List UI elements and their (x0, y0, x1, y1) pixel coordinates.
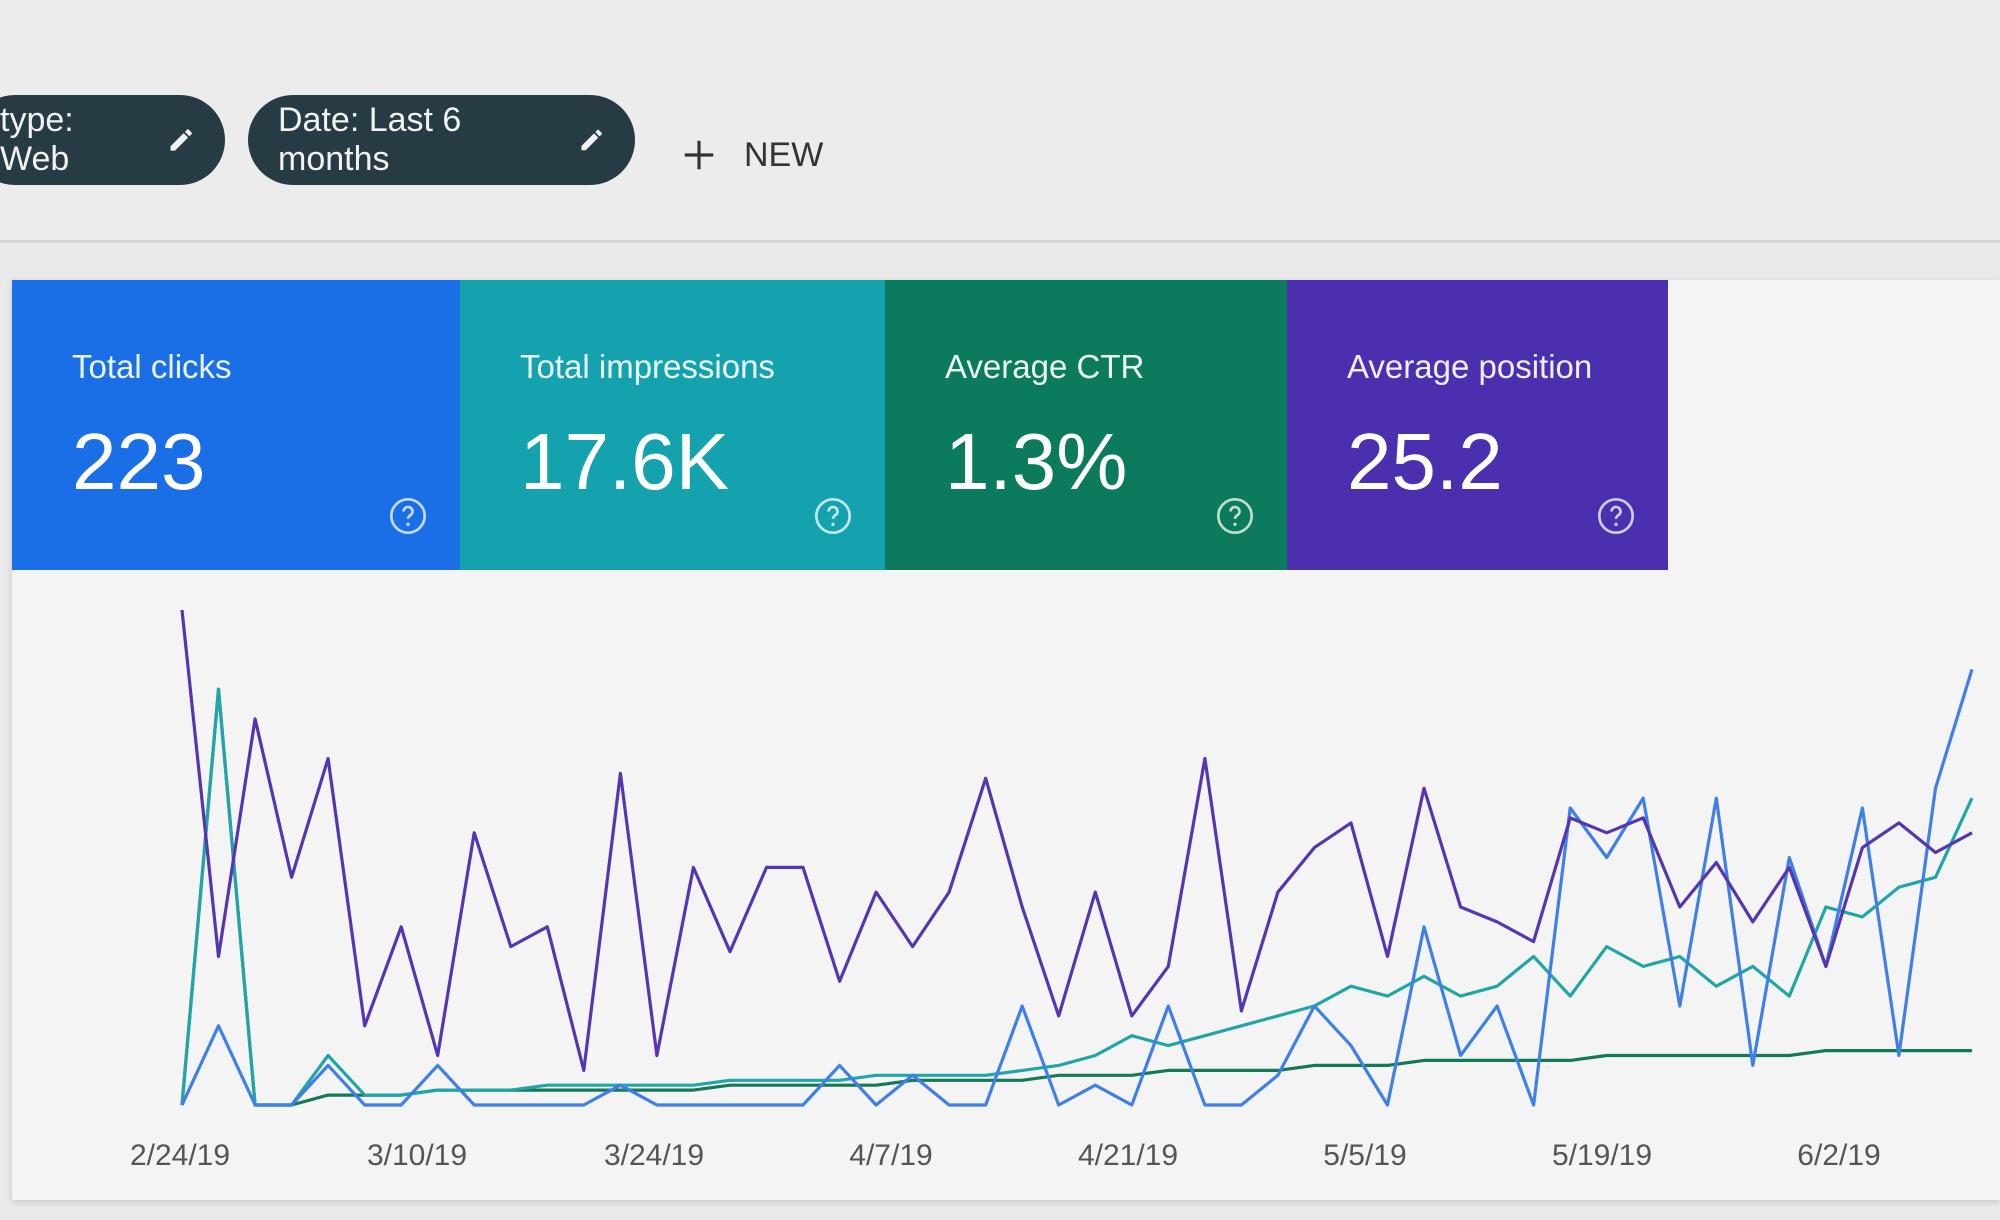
filter-bar: type: Web Date: Last 6 months NEW (0, 0, 2000, 243)
chip-label: Date: Last 6 months (278, 101, 462, 178)
performance-panel: Total clicks 223 Total impressions 17.6K Ave… (12, 280, 2000, 1200)
metric-card[interactable]: Total impressions 17.6K (460, 280, 885, 570)
new-filter-button[interactable]: NEW (680, 120, 823, 190)
x-tick-label: 4/7/19 (849, 1139, 932, 1172)
help-icon[interactable] (813, 496, 853, 536)
help-icon[interactable] (388, 496, 428, 536)
x-tick-label: 5/19/19 (1552, 1139, 1652, 1172)
series-line (180, 609, 1973, 1072)
series-line (180, 687, 1974, 1107)
chip-label: type: Web (0, 101, 74, 178)
metric-card[interactable]: Average position 25.2 (1287, 280, 1668, 570)
metric-label: Total clicks (72, 348, 232, 385)
filter-chip[interactable]: Date: Last 6 months (248, 95, 635, 185)
help-icon[interactable] (1596, 496, 1636, 536)
metric-value: 223 (72, 417, 206, 506)
metric-card[interactable]: Total clicks 223 (12, 280, 460, 570)
metric-label: Average CTR (945, 348, 1145, 385)
x-tick-label: 5/5/19 (1323, 1139, 1406, 1172)
metric-label: Total impressions (520, 348, 775, 385)
metric-value: 1.3% (945, 417, 1128, 506)
metric-value: 25.2 (1347, 417, 1503, 506)
metric-label: Average position (1347, 348, 1593, 385)
series-line (180, 668, 1974, 1107)
x-tick-label: 4/21/19 (1078, 1139, 1178, 1172)
series-line (180, 687, 1972, 1107)
help-icon[interactable] (1215, 496, 1255, 536)
edit-icon (170, 129, 192, 151)
x-tick-label: 2/24/19 (130, 1139, 230, 1172)
plus-icon (684, 140, 714, 170)
metric-value: 17.6K (520, 417, 730, 506)
x-tick-label: 3/10/19 (367, 1139, 467, 1172)
performance-chart: 2/24/19 3/10/19 3/24/19 4/7/19 4/21/19 5/5/19… (130, 609, 1974, 1172)
filter-chip[interactable]: type: Web (0, 95, 225, 185)
button-label: NEW (744, 135, 824, 174)
x-tick-label: 6/2/19 (1797, 1139, 1880, 1172)
x-tick-label: 3/24/19 (604, 1139, 704, 1172)
metric-card[interactable]: Average CTR 1.3% (885, 280, 1287, 570)
edit-icon (581, 129, 602, 151)
